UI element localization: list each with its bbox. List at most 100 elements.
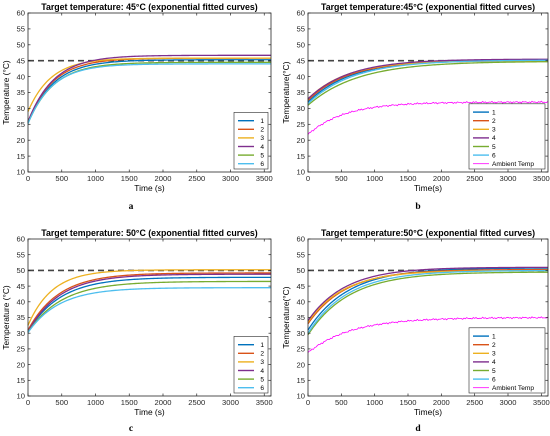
x-tick-label: 0	[26, 174, 30, 183]
legend-entry-label: 1	[260, 342, 264, 349]
y-tick-label: 25	[297, 345, 305, 354]
legend-entry-label: 6	[492, 376, 496, 383]
y-axis-label: Temperature (°C)	[1, 285, 11, 350]
chart-title: Target temperature: 45°C (exponential fi…	[41, 2, 258, 12]
y-tick-label: 55	[297, 250, 305, 259]
series-line-5	[27, 280, 271, 333]
chart-title: Target temperature:45°C (exponential fit…	[321, 2, 535, 12]
y-tick-label: 40	[17, 72, 25, 81]
x-tick-label: 2500	[466, 174, 483, 183]
x-tick-label: 2000	[433, 398, 450, 407]
y-tick-label: 45	[17, 282, 25, 291]
y-tick-label: 55	[17, 25, 25, 34]
y-tick-label: 45	[17, 56, 25, 65]
legend-entry-label: 6	[260, 161, 264, 168]
y-tick-label: 10	[17, 392, 25, 401]
y-tick-label: 35	[17, 313, 25, 322]
legend-entry-label: 5	[260, 376, 264, 383]
legend-entry-label: 4	[260, 368, 264, 375]
legend-entry-label: 1	[260, 118, 264, 125]
legend-box	[468, 327, 546, 394]
legend-entry-label: 4	[260, 144, 264, 151]
series-line-1	[27, 59, 271, 123]
y-tick-label: 20	[17, 360, 25, 369]
y-tick-label: 35	[297, 88, 305, 97]
y-tick-label: 40	[297, 72, 305, 81]
y-axis-label: Temperature (°C)	[1, 60, 11, 125]
y-tick-label: 10	[297, 392, 305, 401]
y-tick-label: 20	[297, 136, 305, 145]
panel-caption: a	[129, 202, 134, 212]
legend-entry-label: 6	[260, 385, 264, 392]
y-tick-label: 25	[297, 120, 305, 129]
y-tick-label: 40	[17, 298, 25, 307]
series-line-4	[27, 54, 271, 122]
legend-entry-label: 3	[260, 359, 264, 366]
legend-entry-label: 2	[260, 351, 264, 358]
y-tick-label: 45	[297, 282, 305, 291]
y-axis-label: Temperature(°C)	[281, 61, 291, 123]
legend-entry-label: 5	[492, 368, 496, 375]
plot-area	[28, 239, 271, 396]
y-tick-label: 60	[297, 235, 305, 244]
x-tick-label: 2500	[188, 398, 205, 407]
x-tick-label: 1500	[121, 174, 138, 183]
x-tick-label: 1000	[366, 174, 383, 183]
series-line-4	[307, 266, 548, 322]
legend-entry-label: 2	[260, 127, 264, 134]
x-tick-label: 1500	[400, 398, 417, 407]
x-tick-label: 1500	[400, 174, 417, 183]
y-tick-label: 30	[297, 104, 305, 113]
y-tick-label: 20	[297, 360, 305, 369]
series-line-6	[307, 269, 548, 334]
series-line-4	[27, 273, 271, 332]
x-axis-label: Time (s)	[134, 183, 165, 193]
y-tick-label: 20	[17, 136, 25, 145]
x-tick-label: 3500	[256, 398, 273, 407]
y-tick-label: 25	[17, 120, 25, 129]
y-tick-label: 55	[297, 25, 305, 34]
y-tick-label: 25	[17, 345, 25, 354]
y-tick-label: 10	[17, 168, 25, 177]
x-tick-label: 3000	[222, 174, 239, 183]
x-tick-label: 1000	[87, 174, 104, 183]
y-tick-label: 30	[297, 329, 305, 338]
x-tick-label: 1000	[87, 398, 104, 407]
legend-entry-label: 6	[492, 152, 496, 159]
y-tick-label: 50	[17, 41, 25, 50]
series-line-3	[27, 57, 271, 112]
y-axis-label: Temperature(°C)	[281, 286, 291, 348]
x-tick-label: 0	[306, 174, 310, 183]
x-tick-label: 1000	[366, 398, 383, 407]
y-tick-label: 45	[297, 56, 305, 65]
series-line-5	[307, 61, 549, 106]
y-tick-label: 10	[297, 168, 305, 177]
legend-entry-label: 2	[492, 118, 496, 125]
legend-entry-label: 4	[492, 135, 496, 142]
legend-entry-label: 4	[492, 359, 496, 366]
legend-box	[233, 112, 269, 170]
x-tick-label: 2500	[466, 398, 483, 407]
x-tick-label: 3000	[222, 398, 239, 407]
series-line-6	[307, 59, 549, 105]
x-tick-label: 3500	[256, 174, 273, 183]
chart-title: Target temperature: 50°C (exponential fi…	[41, 228, 258, 238]
x-tick-label: 2000	[155, 398, 172, 407]
legend-entry-label: 3	[260, 135, 264, 142]
x-tick-label: 500	[335, 398, 348, 407]
x-axis-label: Time(s)	[414, 183, 442, 193]
series-line-1	[307, 267, 549, 331]
legend-entry-label: 3	[492, 127, 496, 134]
x-tick-label: 500	[335, 174, 348, 183]
x-tick-label: 1500	[121, 398, 138, 407]
x-tick-label: 500	[55, 398, 68, 407]
y-tick-label: 15	[17, 152, 25, 161]
series-line-1	[27, 276, 271, 332]
x-tick-label: 2500	[188, 174, 205, 183]
legend-entry-label: 5	[260, 152, 264, 159]
y-tick-label: 15	[17, 376, 25, 385]
